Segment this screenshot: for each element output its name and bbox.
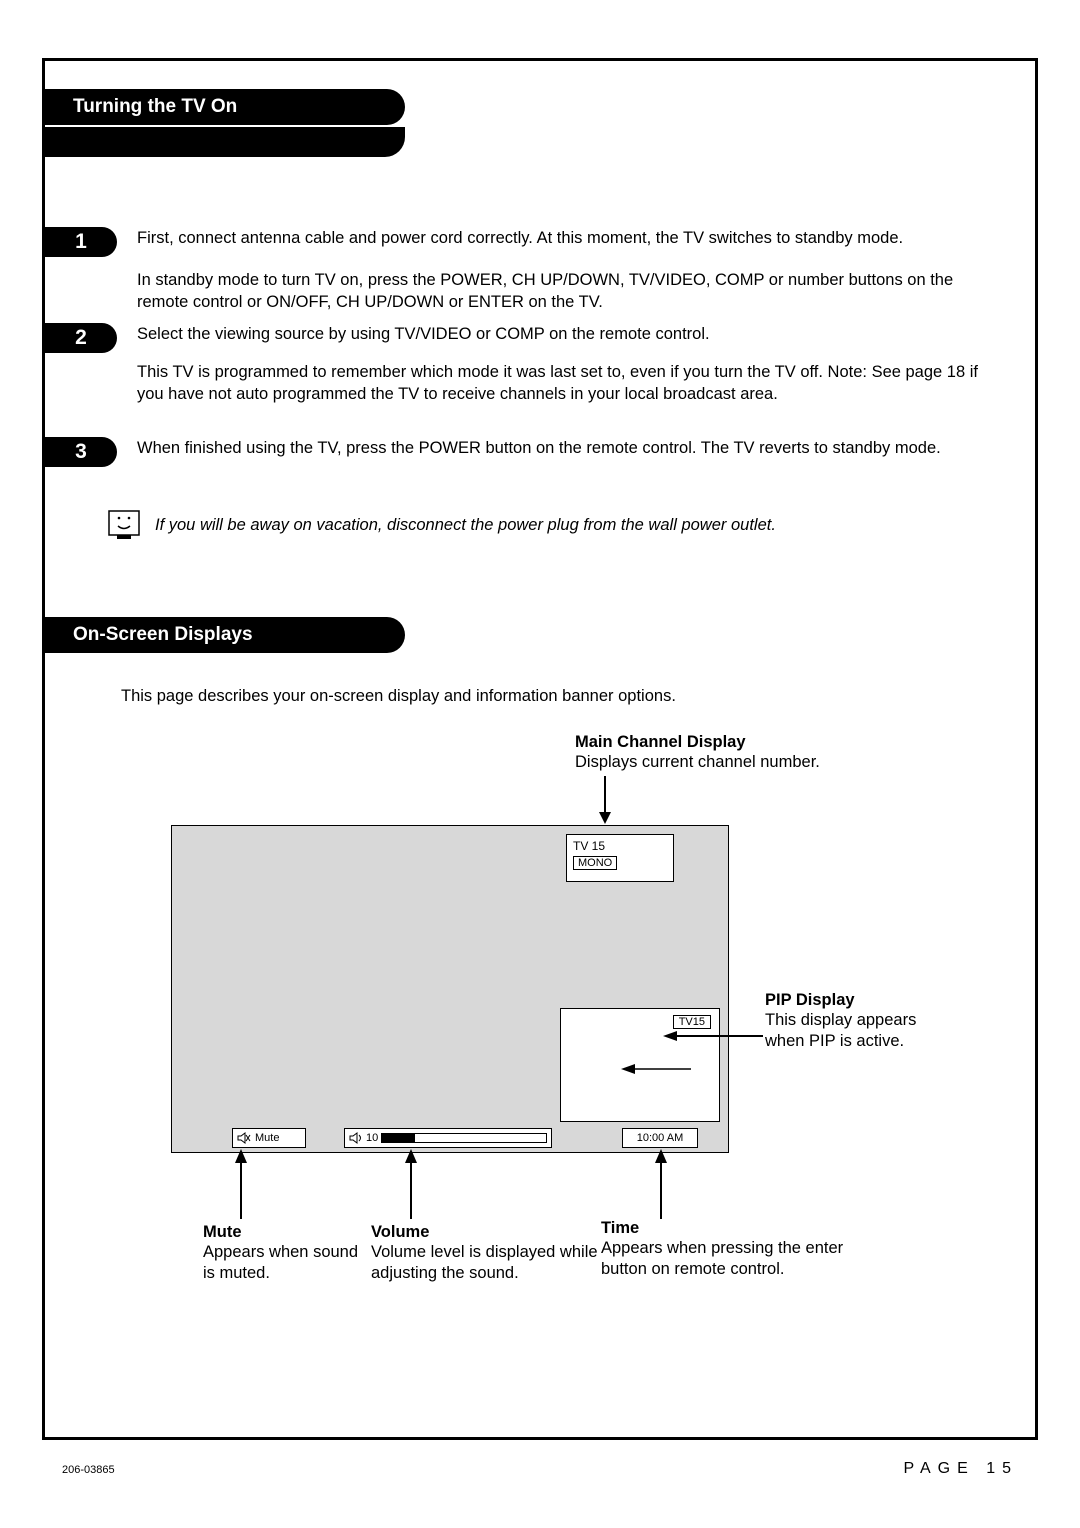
tv-screen-diagram: TV 15 MONO TV15 Mute [171, 825, 729, 1153]
page-frame: Turning the TV On 1 First, connect anten… [42, 58, 1038, 1440]
arrow-main-channel [595, 776, 615, 826]
arrow-pip [663, 1031, 763, 1041]
step-badge-1: 1 [45, 227, 117, 257]
time-body: Appears when pressing the enter button o… [601, 1238, 881, 1281]
tv-note-icon [107, 509, 143, 545]
volume-body: Volume level is displayed while adjustin… [371, 1242, 601, 1285]
doc-number: 206-03865 [62, 1464, 115, 1476]
callout-main-channel: Main Channel Display Displays current ch… [575, 733, 820, 773]
volume-icon [349, 1131, 363, 1145]
osd-time-value: 10:00 AM [637, 1132, 683, 1144]
mute-title: Mute [203, 1223, 363, 1242]
arrow-mute [231, 1149, 251, 1219]
vacation-note: If you will be away on vacation, disconn… [155, 516, 955, 535]
callout-time: Time Appears when pressing the enter but… [601, 1219, 881, 1281]
step2-num: 2 [75, 326, 87, 349]
osd-volume-box: 10 [344, 1128, 552, 1148]
step1-p2: In standby mode to turn TV on, press the… [137, 269, 987, 314]
section-header-power: Turning the TV On [45, 89, 405, 125]
osd-pip-label: TV15 [673, 1015, 711, 1029]
step3-num: 3 [75, 440, 87, 463]
step3-p1: When finished using the TV, press the PO… [137, 437, 987, 459]
osd-mute-box: Mute [232, 1128, 306, 1148]
osd-time-box: 10:00 AM [622, 1128, 698, 1148]
osd-channel-line1: TV 15 [573, 839, 667, 853]
header-strip-1 [45, 127, 405, 157]
arrow-volume [401, 1149, 421, 1219]
pip-body: This display appears when PIP is active. [765, 1010, 945, 1053]
osd-channel-box: TV 15 MONO [566, 834, 674, 882]
osd-pip-box: TV15 [560, 1008, 720, 1122]
mute-icon [237, 1131, 251, 1145]
step2-p2: This TV is programmed to remember which … [137, 361, 987, 406]
step-badge-3: 3 [45, 437, 117, 467]
callout-pip: PIP Display This display appears when PI… [765, 991, 945, 1053]
step2-p1: Select the viewing source by using TV/VI… [137, 323, 987, 345]
step1-num: 1 [75, 230, 87, 253]
section-header-osd: On-Screen Displays [45, 617, 405, 653]
callout-volume: Volume Volume level is displayed while a… [371, 1223, 601, 1285]
osd-channel-line2: MONO [573, 856, 617, 870]
section1-title: Turning the TV On [73, 96, 237, 117]
main-channel-body: Displays current channel number. [575, 752, 820, 773]
callout-mute: Mute Appears when sound is muted. [203, 1223, 363, 1285]
osd-mute-label: Mute [255, 1132, 279, 1144]
step1-p1: First, connect antenna cable and power c… [137, 227, 987, 249]
page-number: PAGE 15 [903, 1460, 1018, 1478]
pip-title: PIP Display [765, 991, 945, 1010]
section2-intro: This page describes your on-screen displ… [121, 685, 921, 707]
volume-title: Volume [371, 1223, 601, 1242]
step-badge-2: 2 [45, 323, 117, 353]
section2-title: On-Screen Displays [73, 624, 253, 645]
time-title: Time [601, 1219, 881, 1238]
osd-volume-value: 10 [366, 1132, 378, 1144]
main-channel-title: Main Channel Display [575, 733, 820, 752]
arrow-time [651, 1149, 671, 1219]
mute-body: Appears when sound is muted. [203, 1242, 363, 1285]
